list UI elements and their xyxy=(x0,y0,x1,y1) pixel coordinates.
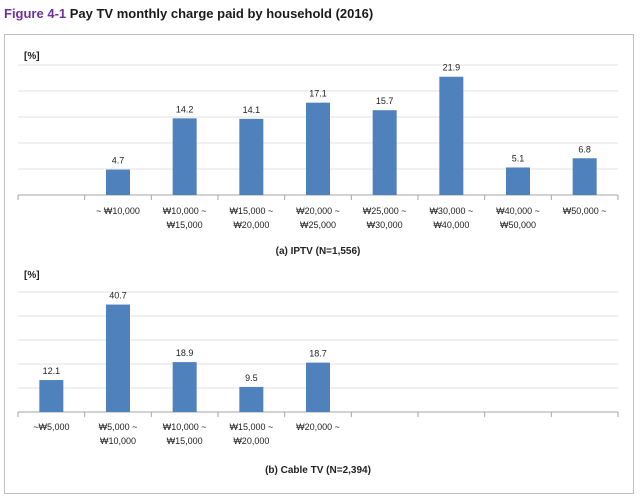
x-tick-label: ₩20,000 ~ xyxy=(296,422,340,432)
bar xyxy=(172,118,197,195)
x-tick-label: ₩50,000 ~ xyxy=(563,206,607,216)
bar xyxy=(106,169,130,195)
data-label: 4.7 xyxy=(112,156,125,166)
chart-title: (a) IPTV (N=1,556) xyxy=(276,246,361,257)
figure-title: Figure 4-1 Pay TV monthly charge paid by… xyxy=(4,6,373,21)
data-label: 21.9 xyxy=(443,63,461,73)
data-label: 5.1 xyxy=(512,153,525,163)
data-label: 18.7 xyxy=(309,349,327,359)
data-label: 14.1 xyxy=(243,105,261,115)
data-label: 12.1 xyxy=(43,366,61,376)
bar xyxy=(306,362,330,412)
x-tick-label: ₩20,000 xyxy=(233,436,269,446)
x-tick-label: ₩50,000 xyxy=(500,220,536,230)
x-tick-label: ₩10,000 ~ xyxy=(163,206,207,216)
bar xyxy=(106,304,130,412)
data-label: 6.8 xyxy=(578,144,591,154)
bar xyxy=(506,167,530,195)
x-tick-label: ₩40,000 ~ xyxy=(496,206,540,216)
x-tick-label: ₩5,000 ~ xyxy=(99,422,138,432)
bar xyxy=(572,158,597,195)
x-tick-label: ₩25,000 ~ xyxy=(363,206,407,216)
chart-frame xyxy=(4,34,634,494)
figure-caption: Pay TV monthly charge paid by household … xyxy=(69,6,374,21)
data-label: 40.7 xyxy=(109,291,127,301)
x-tick-label: ₩25,000 xyxy=(300,220,336,230)
bar xyxy=(439,76,464,195)
bar xyxy=(39,380,64,412)
x-tick-label: ₩15,000 ~ xyxy=(229,422,273,432)
y-axis-label: [%] xyxy=(24,270,40,281)
x-tick-label: ₩15,000 xyxy=(167,220,203,230)
x-tick-label: ₩20,000 ~ xyxy=(296,206,340,216)
data-label: 18.9 xyxy=(176,348,194,358)
data-label: 17.1 xyxy=(309,89,327,99)
x-tick-label: ~ ₩10,000 xyxy=(96,206,140,216)
x-tick-label: ₩40,000 xyxy=(433,220,469,230)
x-tick-label: ₩20,000 xyxy=(233,220,269,230)
x-tick-label: ₩30,000 ~ xyxy=(429,206,473,216)
figure-number: Figure 4-1 xyxy=(4,6,67,21)
x-tick-label: ₩15,000 xyxy=(167,436,203,446)
x-tick-label: ₩10,000 xyxy=(100,436,136,446)
data-label: 15.7 xyxy=(376,96,394,106)
x-tick-label: ₩30,000 xyxy=(367,220,403,230)
bar xyxy=(372,110,397,195)
bar xyxy=(306,102,330,195)
bar xyxy=(239,118,264,195)
data-label: 9.5 xyxy=(245,373,258,383)
chart-title: (b) Cable TV (N=2,394) xyxy=(265,465,371,476)
data-label: 14.2 xyxy=(176,104,194,114)
x-tick-label: ₩10,000 ~ xyxy=(163,422,207,432)
x-tick-label: ₩15,000 ~ xyxy=(229,206,273,216)
y-axis-label: [%] xyxy=(24,51,40,62)
bar xyxy=(239,386,264,412)
x-tick-label: ~₩5,000 xyxy=(33,422,69,432)
bar xyxy=(172,362,197,412)
